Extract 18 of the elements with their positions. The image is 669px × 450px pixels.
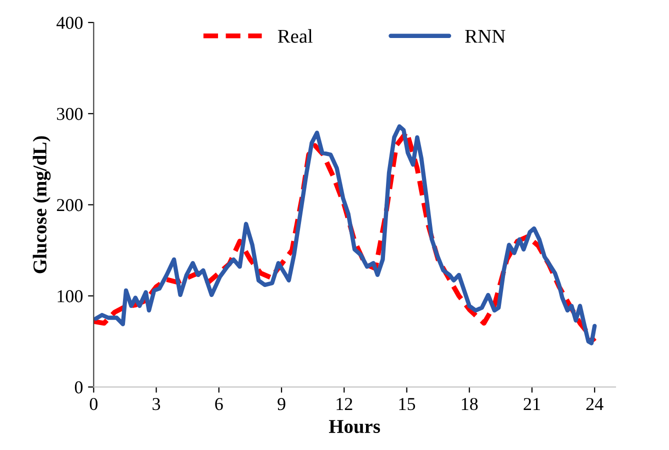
legend-label: Real [278,29,313,43]
y-tick-label: 200 [56,199,83,212]
y-tick-label: 100 [58,290,83,302]
x-tick-label: 6 [215,398,223,410]
legend-label: RNN [465,30,506,43]
x-tick-label: 24 [586,398,604,410]
x-tick-label: 12 [336,398,352,410]
y-tick-label: 0 [74,381,83,394]
y-tick-label: 400 [56,16,83,29]
x-axis-title: Hours [328,420,380,434]
y-tick-label: 300 [57,108,83,120]
x-tick-label: 3 [152,398,160,410]
y-axis-title: Glucose (mg/dL) [32,136,51,274]
x-tick-label: 21 [524,398,540,410]
x-tick-label: 9 [278,398,286,410]
x-tick-label: 0 [90,398,98,410]
x-tick-label: 18 [462,398,478,410]
x-tick-label: 15 [399,398,416,410]
